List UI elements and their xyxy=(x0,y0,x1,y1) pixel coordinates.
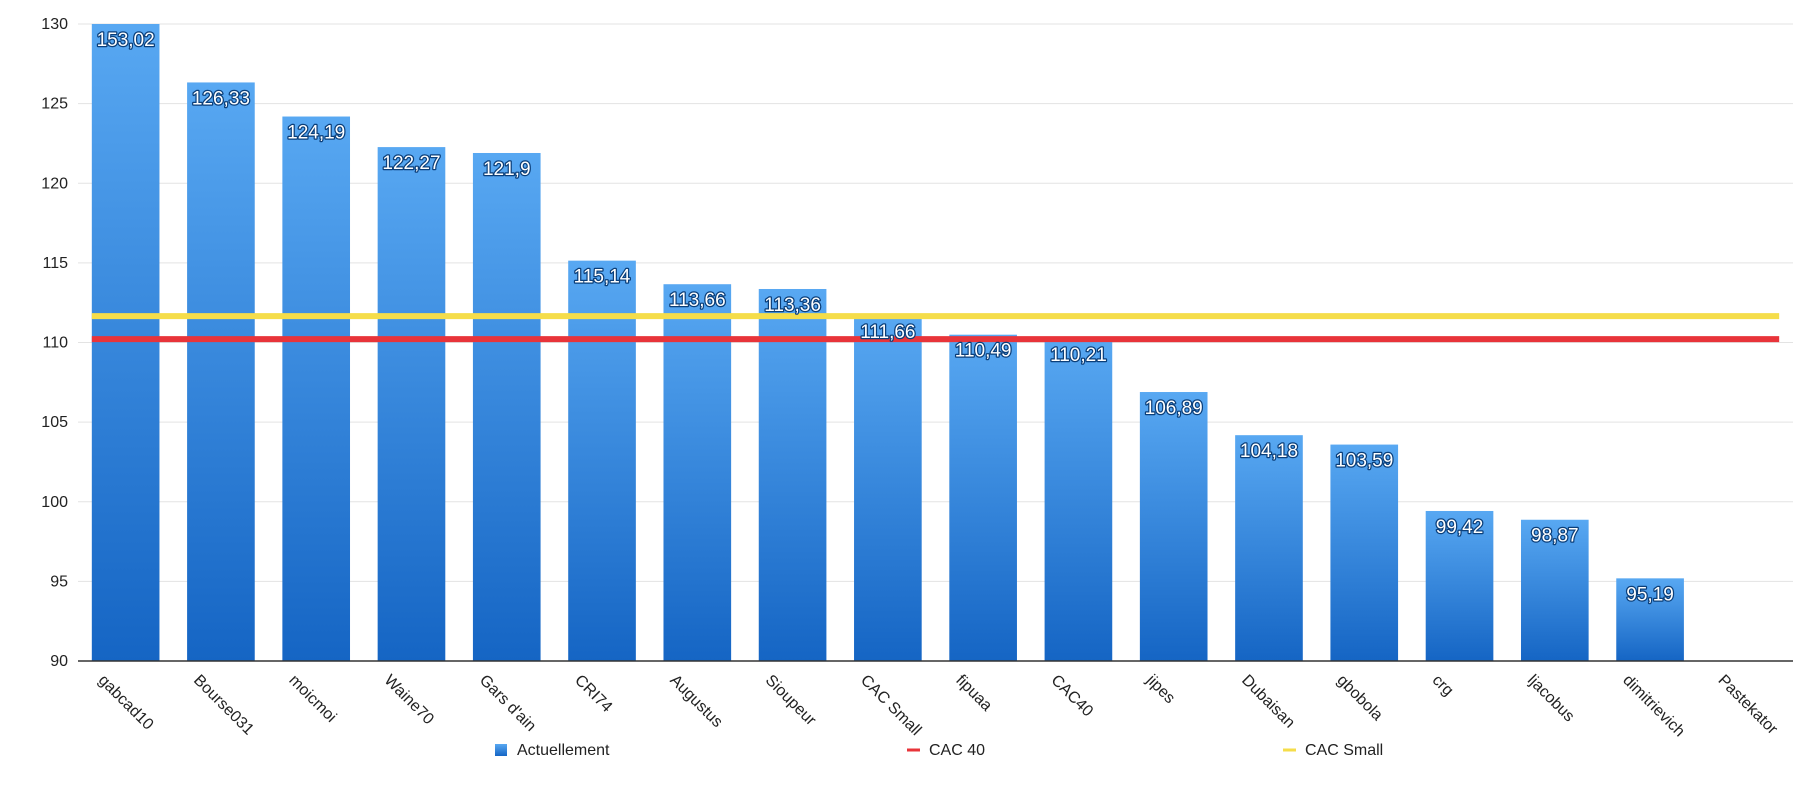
x-category-label: crg xyxy=(1429,672,1457,700)
y-tick-label: 130 xyxy=(41,16,68,33)
bar xyxy=(758,288,827,661)
bar-data-label: 113,36 xyxy=(764,295,821,316)
x-category-label: jipes xyxy=(1142,671,1178,707)
legend-swatch xyxy=(1283,748,1296,752)
bar xyxy=(949,334,1017,661)
bar xyxy=(377,147,446,662)
x-category-label: gabcad10 xyxy=(95,672,157,734)
y-tick-label: 100 xyxy=(41,494,68,511)
y-tick-label: 110 xyxy=(42,335,68,352)
bar xyxy=(91,24,160,661)
bar xyxy=(568,260,636,661)
x-category-label: fipuaa xyxy=(952,672,995,715)
y-tick-label: 90 xyxy=(50,653,68,670)
x-category-label: Waine70 xyxy=(381,672,437,728)
bar xyxy=(663,284,732,661)
x-category-label: CAC40 xyxy=(1048,672,1097,721)
bar-data-label: 122,27 xyxy=(382,153,440,174)
reference-lines xyxy=(91,313,1780,343)
bar-data-label: 126,33 xyxy=(192,88,250,109)
bar-data-label: 121,9 xyxy=(483,159,531,180)
bar-data-label: 113,66 xyxy=(669,290,726,311)
y-tick-label: 120 xyxy=(41,175,68,192)
bar xyxy=(1044,339,1113,661)
bar xyxy=(1425,510,1494,661)
y-tick-label: 105 xyxy=(41,414,68,431)
bar-data-label: 124,19 xyxy=(287,123,345,144)
bars xyxy=(91,24,1684,662)
x-category-label: Sioupeur xyxy=(762,672,820,730)
y-tick-label: 95 xyxy=(50,573,68,590)
bar-data-label: 153,02 xyxy=(97,30,155,51)
bar xyxy=(1520,519,1589,661)
x-category-label: moicmoi xyxy=(285,672,339,726)
bar-data-label: 99,42 xyxy=(1436,517,1484,538)
bar-data-label: 104,18 xyxy=(1240,441,1298,462)
x-category-label: Gars d'ain xyxy=(476,672,539,735)
bar-data-label: 103,59 xyxy=(1335,451,1393,472)
bar-data-label: 95,19 xyxy=(1626,584,1674,605)
bar xyxy=(1139,392,1208,661)
bar xyxy=(472,152,541,661)
bar xyxy=(854,316,922,661)
y-tick-label: 125 xyxy=(41,96,68,113)
legend-label: Actuellement xyxy=(517,742,610,759)
bar xyxy=(1330,444,1399,661)
gridlines xyxy=(78,23,1793,582)
y-tick-label: 115 xyxy=(42,255,68,272)
bar xyxy=(1616,578,1684,661)
x-category-label: Dubaisan xyxy=(1238,672,1298,732)
data-labels: 153,02 126,33 124,19 122,27 121,9 115,14 113,6… xyxy=(95,29,1675,607)
bar-data-label: 111,66 xyxy=(860,322,915,343)
x-category-label: ljacobus xyxy=(1524,672,1578,726)
bar xyxy=(282,116,351,662)
x-category-label: dimitrievich xyxy=(1619,672,1688,741)
x-category-label: Pastekator xyxy=(1715,672,1782,739)
x-category-label: CRI74 xyxy=(571,672,615,716)
bar-data-label: 106,89 xyxy=(1145,398,1203,419)
bar-data-label: 115,14 xyxy=(574,267,631,288)
bar xyxy=(1235,435,1303,661)
bar-data-label: 110,21 xyxy=(1050,345,1107,366)
x-category-label: Bourse031 xyxy=(190,672,257,739)
x-category-label: Augustus xyxy=(666,672,725,731)
legend-label: CAC 40 xyxy=(929,742,985,759)
legend-swatch xyxy=(495,744,507,756)
legend-swatch xyxy=(907,748,920,752)
bar-data-label: 110,49 xyxy=(955,341,1012,362)
bar-data-label: 98,87 xyxy=(1531,526,1579,547)
x-category-label: CAC Small xyxy=(857,672,924,739)
legend-label: CAC Small xyxy=(1305,742,1383,759)
legend: Actuellement CAC 40 CAC Small xyxy=(495,742,1383,759)
bar xyxy=(187,82,255,661)
x-category-label: gbobola xyxy=(1333,672,1385,724)
